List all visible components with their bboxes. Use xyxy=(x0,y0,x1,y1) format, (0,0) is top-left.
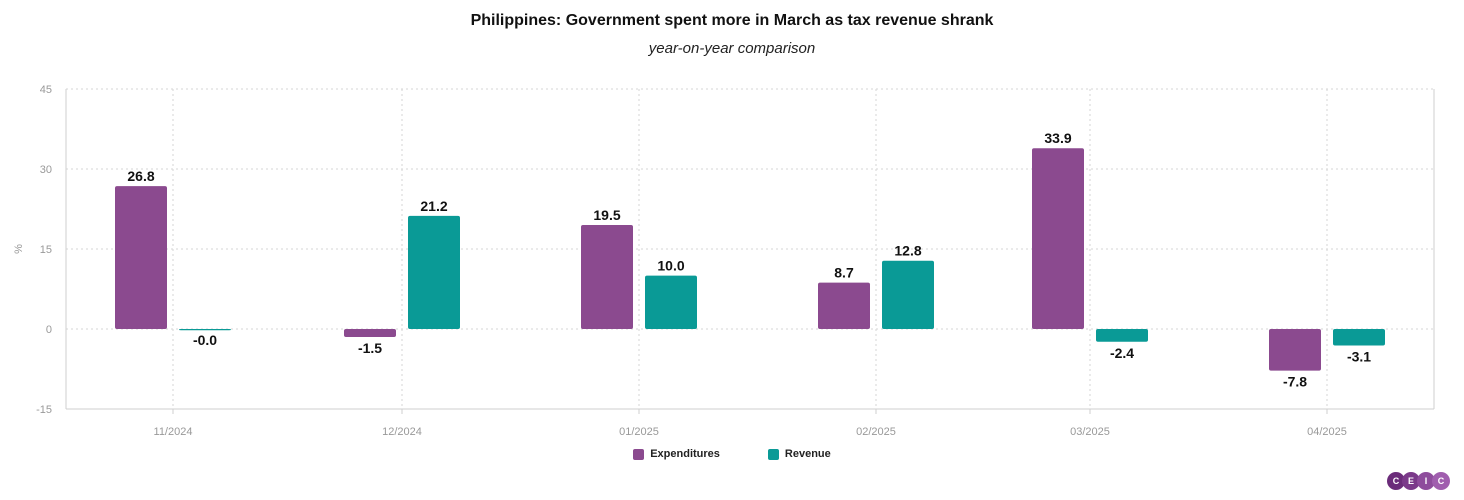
y-tick-label: 15 xyxy=(40,244,52,256)
data-label: -3.1 xyxy=(1347,349,1371,365)
data-label: -7.8 xyxy=(1283,374,1307,390)
y-axis-label: % xyxy=(13,244,25,254)
legend-item-revenue[interactable]: Revenue xyxy=(767,448,831,460)
bar-expenditures xyxy=(115,186,167,329)
legend-label-expenditures: Expenditures xyxy=(650,448,720,460)
data-label: -2.4 xyxy=(1110,345,1134,361)
data-label: 12.8 xyxy=(894,243,921,259)
logo-letter: E xyxy=(1402,472,1420,490)
data-label: 26.8 xyxy=(127,168,154,184)
x-tick-label: 02/2025 xyxy=(856,426,896,438)
chart-subtitle: year-on-year comparison xyxy=(648,40,816,57)
bar-revenue xyxy=(882,260,934,329)
bar-expenditures xyxy=(581,225,633,329)
legend-swatch-expenditures xyxy=(633,448,645,460)
x-tick-label: 03/2025 xyxy=(1070,426,1110,438)
chart-title: Philippines: Government spent more in Ma… xyxy=(470,12,994,29)
bar-expenditures xyxy=(1269,329,1321,371)
bar-revenue xyxy=(645,275,697,329)
ceic-logo: C E I C xyxy=(1387,472,1450,490)
legend-item-expenditures[interactable]: Expenditures xyxy=(633,448,720,460)
bar-revenue xyxy=(179,329,231,331)
logo-letter: C xyxy=(1432,472,1450,490)
bar-revenue xyxy=(1096,329,1148,342)
legend: Expenditures Revenue xyxy=(0,448,1464,460)
data-label: 33.9 xyxy=(1044,130,1071,146)
bar-expenditures xyxy=(818,282,870,329)
y-tick-label: 0 xyxy=(46,324,52,336)
legend-swatch-revenue xyxy=(767,448,779,460)
x-tick-label: 12/2024 xyxy=(382,426,422,438)
data-label: -0.0 xyxy=(193,332,217,348)
logo-letter: I xyxy=(1417,472,1435,490)
bar-expenditures xyxy=(344,329,396,337)
x-tick-label: 11/2024 xyxy=(154,426,193,438)
y-tick-label: 30 xyxy=(40,164,52,176)
logo-letter: C xyxy=(1387,472,1405,490)
y-tick-label: 45 xyxy=(40,84,52,96)
data-label: 8.7 xyxy=(834,265,854,281)
x-tick-label: 04/2025 xyxy=(1307,426,1347,438)
data-label: 21.2 xyxy=(420,198,447,214)
y-tick-label: -15 xyxy=(36,404,52,416)
bar-expenditures xyxy=(1032,148,1084,329)
bar-revenue xyxy=(1333,329,1385,346)
data-label: 19.5 xyxy=(593,207,620,223)
x-tick-label: 01/2025 xyxy=(619,426,659,438)
legend-label-revenue: Revenue xyxy=(784,448,831,460)
bar-revenue xyxy=(408,215,460,329)
data-label: 10.0 xyxy=(657,258,684,274)
data-label: -1.5 xyxy=(358,340,382,356)
